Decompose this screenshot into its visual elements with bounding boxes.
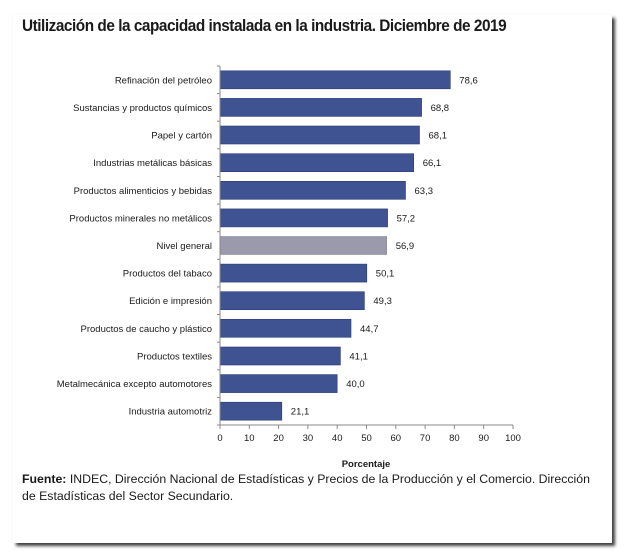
bar-6 — [219, 208, 388, 228]
category-label: Papel y cartón — [151, 131, 212, 142]
source-label: Fuente: — [22, 472, 67, 486]
x-ticks: 0 10 20 30 40 50 60 70 80 90 100 — [217, 425, 521, 444]
x-tick-label: 50 — [361, 433, 372, 444]
value-label: 66,1 — [423, 158, 442, 169]
category-label: Edición e impresión — [129, 296, 212, 307]
category-labels: Refinación del petróleo Sustancias y prod… — [57, 75, 212, 417]
bar-11 — [219, 346, 341, 366]
bar-7 — [219, 236, 387, 255]
source-note: Fuente: INDEC, Dirección Nacional de Est… — [22, 471, 602, 505]
value-label: 78,6 — [459, 75, 478, 86]
category-label: Productos del tabaco — [123, 269, 212, 280]
value-label: 41,1 — [349, 352, 368, 363]
value-label: 21,1 — [291, 407, 310, 418]
bar-3 — [219, 125, 420, 145]
value-label: 63,3 — [415, 186, 434, 197]
value-label: 56,9 — [396, 241, 415, 252]
category-label: Industria automotriz — [129, 407, 213, 418]
value-label: 40,0 — [346, 379, 365, 390]
bar-4 — [219, 153, 414, 172]
bar-13 — [219, 401, 283, 421]
x-tick-label: 40 — [332, 433, 343, 444]
bar-12 — [219, 374, 338, 393]
x-tick-label: 60 — [391, 433, 402, 444]
bar-9 — [219, 291, 365, 311]
value-label: 57,2 — [397, 213, 416, 224]
bar-10 — [219, 318, 352, 338]
x-tick-label: 80 — [449, 433, 460, 444]
source-text: INDEC, Dirección Nacional de Estadística… — [22, 472, 590, 503]
category-label: Metalmecánica excepto automotores — [57, 379, 212, 390]
category-label: Productos de caucho y plástico — [81, 324, 213, 335]
bar-1 — [219, 70, 451, 90]
bar-8 — [219, 263, 368, 283]
category-label: Nivel general — [157, 241, 212, 252]
category-label: Productos minerales no metálicos — [69, 213, 212, 224]
x-tick-label: 10 — [244, 433, 255, 444]
value-label: 68,8 — [431, 103, 450, 114]
value-labels: 78,6 68,8 68,1 66,1 63,3 57,2 56,9 50,1 49,3 44,7… — [291, 75, 478, 417]
chart-title: Utilización de la capacidad instalada en… — [22, 17, 507, 35]
x-tick-label: 30 — [303, 433, 314, 444]
x-axis-title: Porcentaje — [342, 459, 391, 470]
x-tick-label: 90 — [478, 433, 489, 444]
category-label: Productos textiles — [137, 352, 212, 363]
category-label: Sustancias y productos químicos — [73, 103, 212, 114]
category-label: Productos alimenticios y bebidas — [74, 186, 213, 197]
value-label: 44,7 — [360, 324, 379, 335]
value-label: 50,1 — [376, 269, 395, 280]
x-tick-label: 20 — [273, 433, 284, 444]
bar-2 — [219, 98, 422, 117]
x-tick-label: 100 — [505, 433, 521, 444]
x-tick-label: 0 — [217, 433, 222, 444]
value-label: 68,1 — [429, 131, 448, 142]
bars-group — [219, 70, 451, 421]
category-label: Industrias metálicas básicas — [93, 158, 212, 169]
value-label: 49,3 — [373, 296, 392, 307]
category-label: Refinación del petróleo — [115, 75, 212, 86]
x-tick-label: 70 — [420, 433, 431, 444]
bar-5 — [219, 181, 406, 200]
